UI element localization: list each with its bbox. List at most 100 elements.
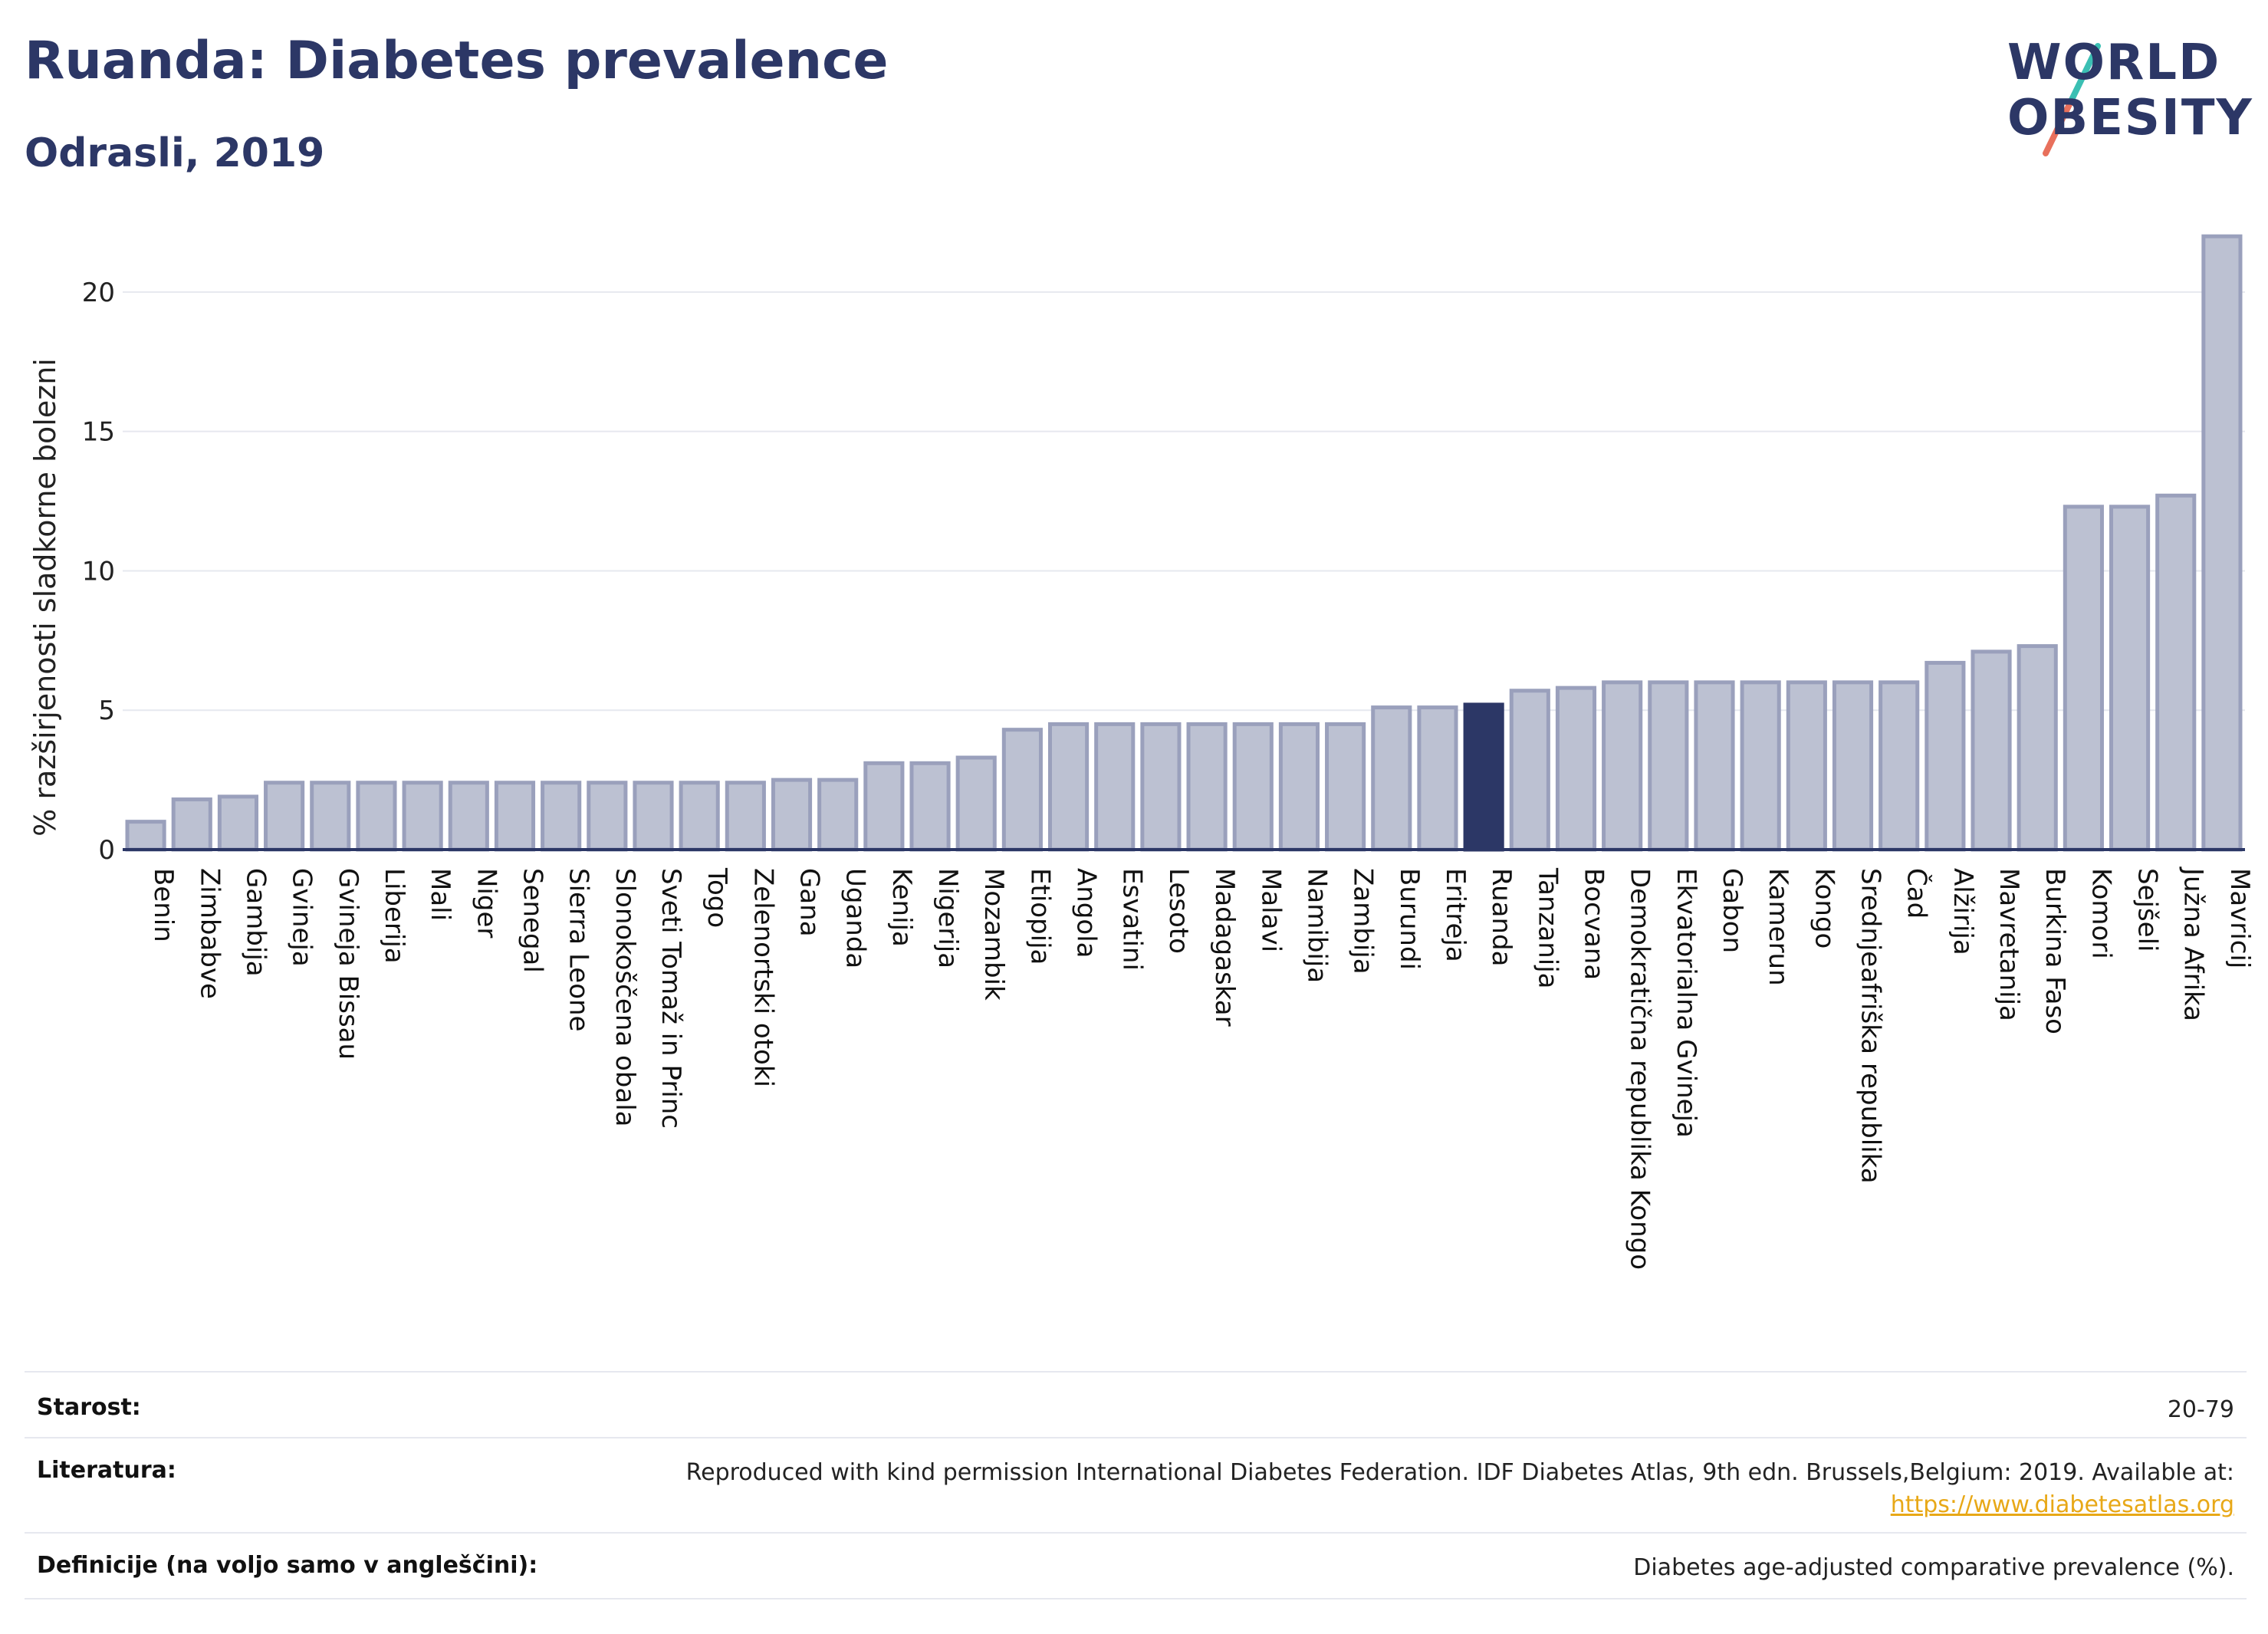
- bar: [125, 820, 166, 852]
- x-tick-label: Sierra Leone: [564, 868, 594, 1031]
- x-tick-label: Srednjeafriška republika: [1855, 868, 1886, 1184]
- x-tick-label: Čad: [1902, 868, 1933, 919]
- x-tick-label: Zelenortski otoki: [748, 868, 778, 1087]
- footer-divider: [25, 1598, 2247, 1599]
- definitions-value: Diabetes age-adjusted comparative preval…: [1633, 1554, 2234, 1581]
- bar: [541, 781, 582, 852]
- x-tick-label: Gvineja Bissau: [333, 868, 363, 1060]
- x-tick-label: Sveti Tomaž in Princ: [656, 868, 686, 1129]
- y-tick-label: 15: [82, 417, 115, 448]
- bar: [171, 797, 212, 852]
- x-tick-label: Lesoto: [1163, 868, 1194, 954]
- x-tick-label: Gabon: [1717, 868, 1747, 953]
- footer-divider: [25, 1437, 2247, 1438]
- x-tick-label: Benin: [148, 868, 179, 942]
- x-tick-label: Alžirija: [1948, 868, 1978, 955]
- x-tick-label: Gana: [794, 868, 825, 937]
- definitions-label: Definicije (na voljo samo v angleščini):: [37, 1552, 538, 1579]
- x-tick-label: Niger: [471, 868, 501, 938]
- bar: [909, 761, 951, 852]
- x-tick-label: Zimbabve: [194, 868, 225, 999]
- logo-slash-icon: [2043, 43, 2101, 156]
- bar: [1925, 660, 1966, 852]
- x-tick-label: Esvatini: [1117, 868, 1148, 971]
- x-tick-label: Angola: [1071, 868, 1102, 958]
- y-tick-label: 20: [82, 278, 115, 308]
- bar: [2017, 644, 2058, 852]
- bar: [310, 781, 351, 852]
- bar: [1140, 722, 1182, 852]
- x-tick-label: Ekvatorialna Gvineja: [1671, 868, 1701, 1138]
- x-tick-label: Kongo: [1809, 868, 1839, 949]
- bar: [1047, 722, 1090, 852]
- bar: [1325, 722, 1366, 852]
- bar: [1740, 680, 1781, 852]
- age-value: 20-79: [2167, 1396, 2234, 1423]
- x-tick-label: Mozambik: [978, 868, 1009, 1001]
- bar: [402, 781, 443, 852]
- x-tick-label: Uganda: [840, 868, 871, 968]
- bar-chart: 0 5 10 15 20 % razširjenosti sladkorne bolezn…: [28, 234, 2255, 1270]
- bar: [817, 778, 859, 852]
- bar: [1094, 722, 1136, 852]
- bar: [264, 781, 305, 852]
- x-tick-label: Gvineja: [287, 868, 317, 967]
- bar: [725, 781, 766, 852]
- x-tick-label: Demokratična republika Kongo: [1625, 868, 1655, 1270]
- bar: [2063, 505, 2104, 852]
- page-subtitle: Odrasli, 2019: [25, 130, 325, 176]
- bar: [1509, 689, 1550, 852]
- bar: [1971, 649, 2012, 852]
- x-tick-label: Eritreja: [1440, 868, 1471, 962]
- x-tick-label: Burkina Faso: [2040, 868, 2070, 1034]
- bar: [1602, 680, 1643, 852]
- bar: [2155, 493, 2197, 852]
- literature-text: Reproduced with kind permission Internat…: [685, 1459, 2234, 1486]
- x-tick-label: Nigerija: [932, 868, 963, 968]
- bar-highlighted: [1463, 702, 1504, 852]
- y-tick-label: 5: [98, 695, 115, 726]
- page-title: Ruanda: Diabetes prevalence: [25, 31, 889, 91]
- y-axis-label: % razširjenosti sladkorne bolezni: [28, 358, 62, 837]
- x-tick-label: Togo: [702, 867, 732, 928]
- x-tick-label: Tanzanija: [1532, 867, 1563, 988]
- x-tick-label: Madagaskar: [1209, 868, 1240, 1027]
- bar: [679, 781, 720, 852]
- x-tick-label: Mali: [425, 868, 455, 921]
- bar: [2109, 505, 2151, 852]
- x-tick-label: Burundi: [1394, 868, 1425, 970]
- bar: [1555, 685, 1597, 852]
- x-tick-label: Mavretanija: [1994, 868, 2024, 1021]
- bar: [1417, 705, 1458, 852]
- bar: [1001, 728, 1043, 852]
- bar: [448, 781, 489, 852]
- x-tick-label: Sejšeli: [2132, 868, 2163, 952]
- bar: [863, 761, 905, 852]
- bar: [1786, 680, 1827, 852]
- x-tick-label: Južna Afrika: [2178, 866, 2209, 1021]
- footer-divider: [25, 1532, 2247, 1534]
- literature-label: Literatura:: [37, 1457, 176, 1484]
- x-tick-label: Gambija: [240, 868, 271, 977]
- x-tick-label: Ruanda: [1486, 868, 1517, 966]
- bar: [771, 778, 813, 852]
- bar: [633, 781, 674, 852]
- x-tick-label: Kenija: [886, 868, 917, 947]
- x-tick-label: Senegal: [517, 868, 547, 973]
- footer-divider: [25, 1371, 2247, 1373]
- literature-link[interactable]: https://www.diabetesatlas.org: [1890, 1491, 2234, 1518]
- bar: [2201, 234, 2243, 852]
- x-tick-label: Bocvana: [1578, 868, 1609, 980]
- x-tick-label: Malavi: [1255, 868, 1286, 952]
- bar: [587, 781, 628, 852]
- bar: [1832, 680, 1874, 852]
- x-tick-label: Zambija: [1348, 868, 1379, 975]
- x-tick-label: Slonokoščena obala: [610, 868, 640, 1126]
- bar: [1371, 705, 1412, 852]
- bar: [1278, 722, 1320, 852]
- bar: [1232, 722, 1274, 852]
- y-tick-label: 10: [82, 556, 115, 587]
- x-tick-label: Mavricij: [2224, 868, 2255, 968]
- x-tick-label: Namibija: [1301, 868, 1332, 983]
- bar: [356, 781, 397, 852]
